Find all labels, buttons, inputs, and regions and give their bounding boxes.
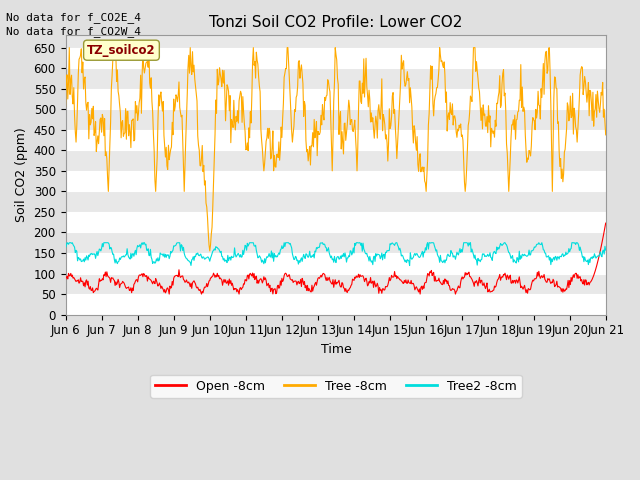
- Bar: [65, 89, 607, 109]
- Bar: [65, 253, 607, 274]
- Line: Open -8cm: Open -8cm: [65, 223, 605, 294]
- Line: Tree2 -8cm: Tree2 -8cm: [65, 243, 605, 265]
- Bar: [65, 171, 607, 192]
- Line: Tree -8cm: Tree -8cm: [65, 48, 605, 251]
- Bar: [65, 48, 607, 68]
- Legend: Open -8cm, Tree -8cm, Tree2 -8cm: Open -8cm, Tree -8cm, Tree2 -8cm: [150, 375, 522, 398]
- Y-axis label: Soil CO2 (ppm): Soil CO2 (ppm): [15, 128, 28, 222]
- Text: TZ_soilco2: TZ_soilco2: [87, 44, 156, 57]
- Bar: [65, 294, 607, 314]
- Title: Tonzi Soil CO2 Profile: Lower CO2: Tonzi Soil CO2 Profile: Lower CO2: [209, 15, 463, 30]
- Text: No data for f_CO2W_4: No data for f_CO2W_4: [6, 26, 141, 37]
- Bar: [65, 130, 607, 150]
- X-axis label: Time: Time: [321, 343, 351, 356]
- Text: No data for f_CO2E_4: No data for f_CO2E_4: [6, 12, 141, 23]
- Bar: [65, 212, 607, 232]
